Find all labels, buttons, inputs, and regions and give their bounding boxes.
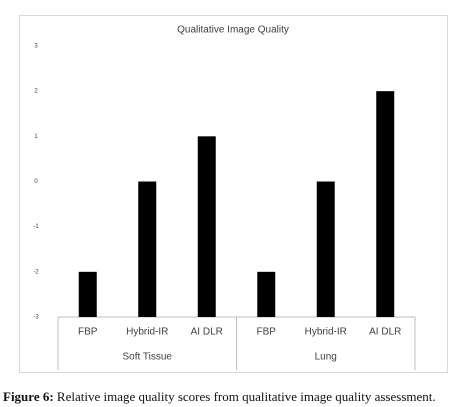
y-tick-label: 0 — [34, 179, 38, 185]
chart-title: Qualitative Image Quality — [177, 25, 289, 36]
x-tick-label: AI DLR — [191, 327, 223, 338]
x-tick-label: FBP — [257, 327, 277, 338]
chart: Qualitative Image Quality -3 -2 -1 0 1 2 3 FBP H… — [19, 15, 448, 373]
y-tick-label: 1 — [34, 134, 38, 140]
caption-text: Relative image quality scores from quali… — [56, 389, 436, 404]
bar — [197, 136, 216, 317]
y-tick-label: 3 — [34, 44, 38, 50]
y-tick-label: -1 — [33, 224, 39, 230]
caption: Figure 6: Relative image quality scores … — [3, 389, 436, 405]
bar — [376, 91, 395, 318]
x-tick-label: AI DLR — [369, 327, 401, 338]
bar — [257, 271, 276, 317]
x-tick-label: FBP — [78, 327, 98, 338]
caption-label: Figure 6: — [3, 389, 54, 404]
x-tick-label: Hybrid-IR — [126, 327, 168, 338]
y-tick-label: -2 — [33, 269, 39, 275]
bar — [138, 181, 157, 317]
y-tick-label: 2 — [34, 89, 38, 95]
bar — [78, 271, 97, 317]
x-tick-label: Hybrid-IR — [305, 327, 347, 338]
bar — [316, 181, 335, 317]
group-label: Soft Tissue — [123, 352, 173, 363]
y-tick-label: -3 — [33, 315, 39, 321]
group-label: Lung — [315, 352, 337, 363]
